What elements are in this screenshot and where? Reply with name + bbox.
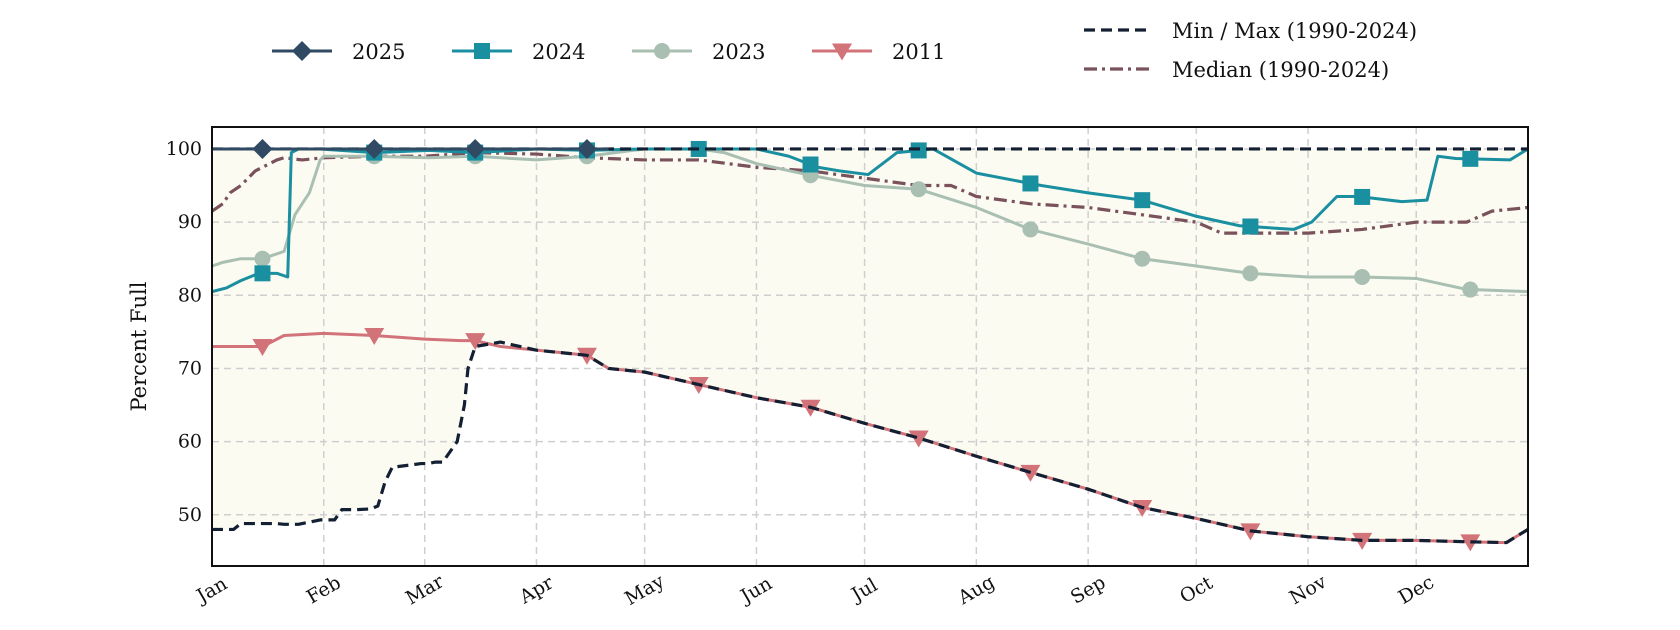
plot-area bbox=[211, 126, 1529, 567]
data-point-2011 bbox=[364, 328, 385, 346]
series-line-2024 bbox=[211, 147, 1529, 294]
data-point-2024 bbox=[1242, 218, 1259, 235]
y-tick-label: 60 bbox=[178, 431, 202, 453]
legend: 2025 2024 2023 2011 Min / Max (1990-2024) Med… bbox=[272, 19, 1417, 82]
legend-label: 2025 bbox=[352, 40, 405, 64]
y-tick-label: 100 bbox=[166, 138, 202, 160]
legend-label: 2023 bbox=[712, 40, 765, 64]
series-line-2023 bbox=[211, 147, 1529, 294]
y-tick-label: 70 bbox=[178, 357, 202, 379]
series-min bbox=[212, 147, 1529, 545]
data-point-2024 bbox=[1462, 150, 1479, 167]
data-point-2011 bbox=[908, 430, 929, 448]
data-point-2025 bbox=[252, 138, 273, 159]
data-point-2024 bbox=[254, 265, 271, 282]
data-point-2025 bbox=[465, 138, 486, 159]
legend-swatch-marker bbox=[832, 43, 852, 61]
y-tick-label: 80 bbox=[178, 284, 202, 306]
data-point-2023 bbox=[1134, 250, 1151, 267]
data-point-2023 bbox=[1354, 268, 1371, 285]
y-tick-label: 90 bbox=[178, 211, 202, 233]
legend-swatch-marker bbox=[654, 43, 670, 59]
y-axis-ticks: 50 60 70 80 90 100 bbox=[166, 138, 202, 526]
data-point-2011 bbox=[1020, 464, 1041, 482]
data-point-2011 bbox=[465, 333, 486, 351]
data-point-2023 bbox=[1462, 281, 1479, 298]
legend-label: 2024 bbox=[532, 40, 585, 64]
data-point-2023 bbox=[910, 181, 927, 198]
series-layer bbox=[211, 138, 1529, 552]
series-median bbox=[211, 151, 1529, 235]
legend-item-median: Median (1990-2024) bbox=[1084, 58, 1389, 82]
data-point-2024 bbox=[1134, 192, 1151, 209]
data-point-2023 bbox=[254, 250, 271, 267]
legend-item-2025: 2025 bbox=[272, 40, 405, 64]
legend-item-min-max: Min / Max (1990-2024) bbox=[1084, 19, 1417, 43]
data-point-2024 bbox=[1022, 175, 1039, 192]
legend-label: Median (1990-2024) bbox=[1172, 58, 1389, 82]
grid-lines bbox=[212, 127, 1528, 566]
data-point-2011 bbox=[1460, 534, 1481, 552]
plot-frame bbox=[211, 126, 1529, 567]
legend-item-2024: 2024 bbox=[452, 40, 585, 64]
legend-label: 2011 bbox=[892, 40, 945, 64]
data-point-2025 bbox=[364, 138, 385, 159]
min-max-band bbox=[212, 148, 1528, 543]
y-axis-label: Percent Full bbox=[127, 281, 151, 411]
data-point-2023 bbox=[1022, 221, 1039, 238]
data-point-2024 bbox=[1354, 188, 1371, 205]
series-line-median bbox=[211, 151, 1529, 235]
series-2025 bbox=[212, 138, 609, 159]
legend-item-2023: 2023 bbox=[632, 40, 765, 64]
legend-swatch-marker bbox=[292, 41, 312, 61]
data-point-2023 bbox=[1242, 265, 1259, 282]
y-tick-label: 50 bbox=[178, 504, 202, 526]
series-line-min bbox=[212, 340, 1529, 545]
legend-label: Min / Max (1990-2024) bbox=[1172, 19, 1417, 43]
data-point-2024 bbox=[802, 156, 819, 173]
legend-swatch-marker bbox=[474, 43, 490, 59]
legend-item-2011: 2011 bbox=[812, 40, 945, 64]
data-point-2025 bbox=[576, 138, 597, 159]
data-point-2011 bbox=[252, 339, 273, 356]
